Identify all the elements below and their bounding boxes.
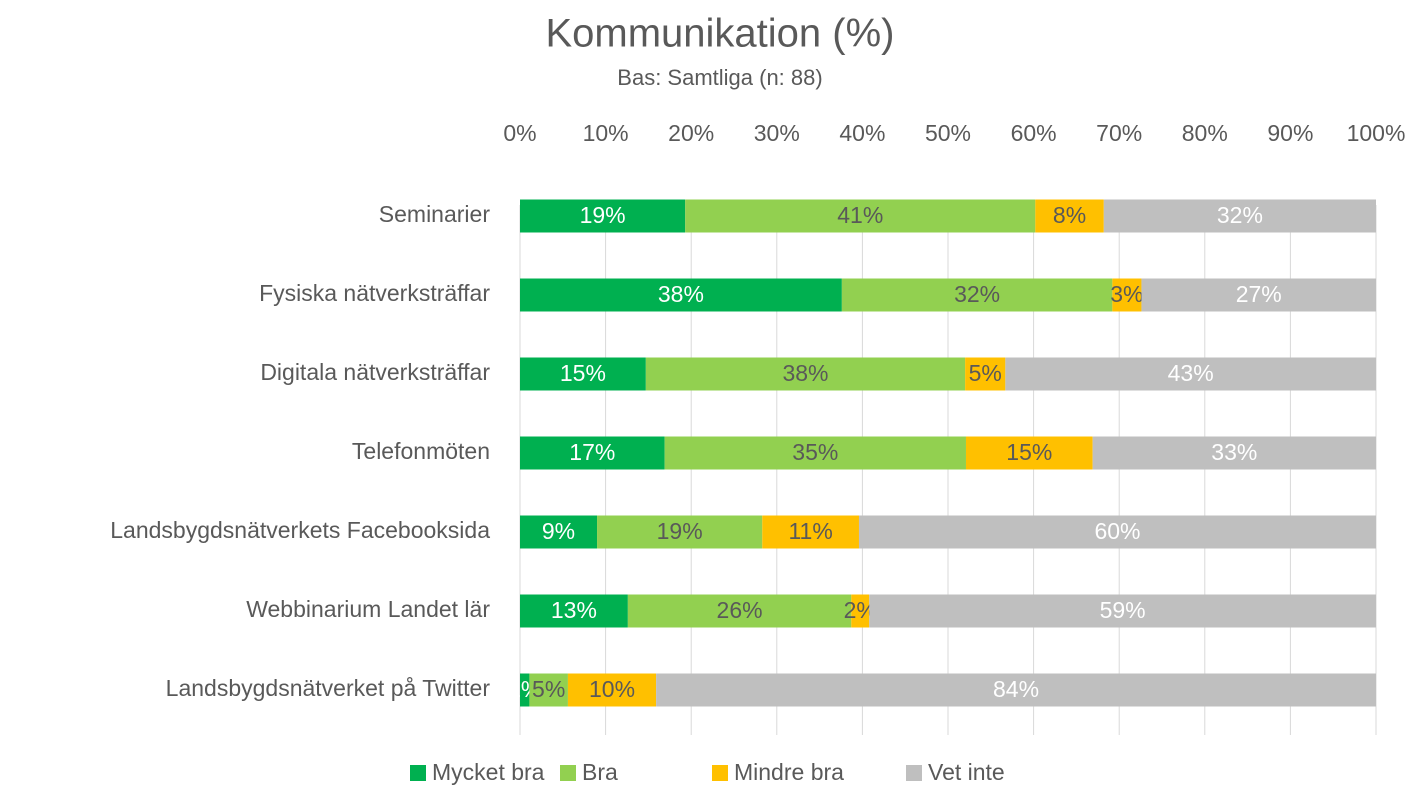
- bar-segment: [597, 515, 763, 549]
- x-tick-label: 40%: [839, 120, 885, 146]
- category-label: Digitala nätverksträffar: [260, 359, 490, 385]
- data-label: 13%: [551, 597, 597, 623]
- data-label: 5%: [532, 676, 565, 702]
- bar-segment: [965, 357, 1006, 391]
- bar-segment: [1005, 357, 1376, 391]
- bar-segment: [1141, 278, 1376, 312]
- legend-label: Bra: [582, 759, 618, 785]
- data-label: 33%: [1211, 439, 1257, 465]
- chart-title: Kommunikation (%): [545, 12, 894, 56]
- data-label: 38%: [658, 281, 704, 307]
- data-label: 32%: [954, 281, 1000, 307]
- bar-segment: [529, 673, 568, 707]
- data-label: 26%: [717, 597, 763, 623]
- x-tick-label: 20%: [668, 120, 714, 146]
- bar-segment: [869, 594, 1376, 628]
- bar-segment: [645, 357, 966, 391]
- bar-segment: [841, 278, 1113, 312]
- bar-segment: [520, 594, 628, 628]
- bar-segment: [567, 673, 657, 707]
- data-label: 35%: [792, 439, 838, 465]
- legend-swatch: [410, 765, 426, 781]
- x-tick-label: 10%: [583, 120, 629, 146]
- data-label: 32%: [1217, 202, 1263, 228]
- bar-segment: [1092, 436, 1376, 470]
- data-label: 15%: [560, 360, 606, 386]
- x-tick-label: 100%: [1347, 120, 1406, 146]
- data-label: 41%: [837, 202, 883, 228]
- data-label: 5%: [969, 360, 1002, 386]
- data-label: 43%: [1168, 360, 1214, 386]
- bar-segment: [627, 594, 852, 628]
- chart-subtitle: Bas: Samtliga (n: 88): [617, 65, 822, 90]
- legend-label: Vet inte: [928, 759, 1005, 785]
- bar-segment: [965, 436, 1093, 470]
- category-label: Webbinarium Landet lär: [246, 596, 490, 622]
- bar-segment: [656, 673, 1376, 707]
- data-label: 10%: [589, 676, 635, 702]
- bar-segment: [520, 357, 646, 391]
- x-tick-label: 0%: [503, 120, 536, 146]
- category-label: Telefonmöten: [352, 438, 490, 464]
- bar-segment: [520, 278, 842, 312]
- data-label: 11%: [788, 518, 832, 544]
- data-label: 60%: [1094, 518, 1140, 544]
- bar-segment: [762, 515, 859, 549]
- bar-segment: [520, 436, 665, 470]
- legend-label: Mycket bra: [432, 759, 545, 785]
- x-tick-label: 60%: [1011, 120, 1057, 146]
- data-label: 19%: [657, 518, 703, 544]
- data-label: 17%: [569, 439, 615, 465]
- data-label: 84%: [993, 676, 1039, 702]
- bar-segment: [520, 515, 598, 549]
- bar-segment: [685, 199, 1036, 233]
- bar-segment: [1112, 278, 1142, 312]
- x-tick-label: 70%: [1096, 120, 1142, 146]
- legend-label: Mindre bra: [734, 759, 844, 785]
- data-label: 3%: [1110, 281, 1143, 307]
- x-tick-label: 90%: [1267, 120, 1313, 146]
- data-label: 59%: [1100, 597, 1146, 623]
- data-label: 8%: [1053, 202, 1086, 228]
- bar-segment: [1103, 199, 1376, 233]
- bar-segment: [664, 436, 966, 470]
- x-tick-label: 80%: [1182, 120, 1228, 146]
- category-label: Landsbygdsnätverket på Twitter: [166, 675, 491, 701]
- legend-swatch: [712, 765, 728, 781]
- category-label: Fysiska nätverksträffar: [259, 280, 490, 306]
- data-label: 27%: [1236, 281, 1282, 307]
- legend-swatch: [906, 765, 922, 781]
- category-label: Seminarier: [379, 201, 491, 227]
- bar-segment: [858, 515, 1376, 549]
- category-label: Landsbygdsnätverkets Facebooksida: [110, 517, 490, 543]
- legend-swatch: [560, 765, 576, 781]
- data-label: 9%: [542, 518, 575, 544]
- bar-segment: [520, 199, 686, 233]
- x-tick-label: 50%: [925, 120, 971, 146]
- bar-segment: [851, 594, 870, 628]
- data-label: 19%: [580, 202, 626, 228]
- data-label: 15%: [1006, 439, 1052, 465]
- bar-segment: [1035, 199, 1104, 233]
- x-tick-label: 30%: [754, 120, 800, 146]
- data-label: 38%: [782, 360, 828, 386]
- bar-segment: [520, 673, 530, 707]
